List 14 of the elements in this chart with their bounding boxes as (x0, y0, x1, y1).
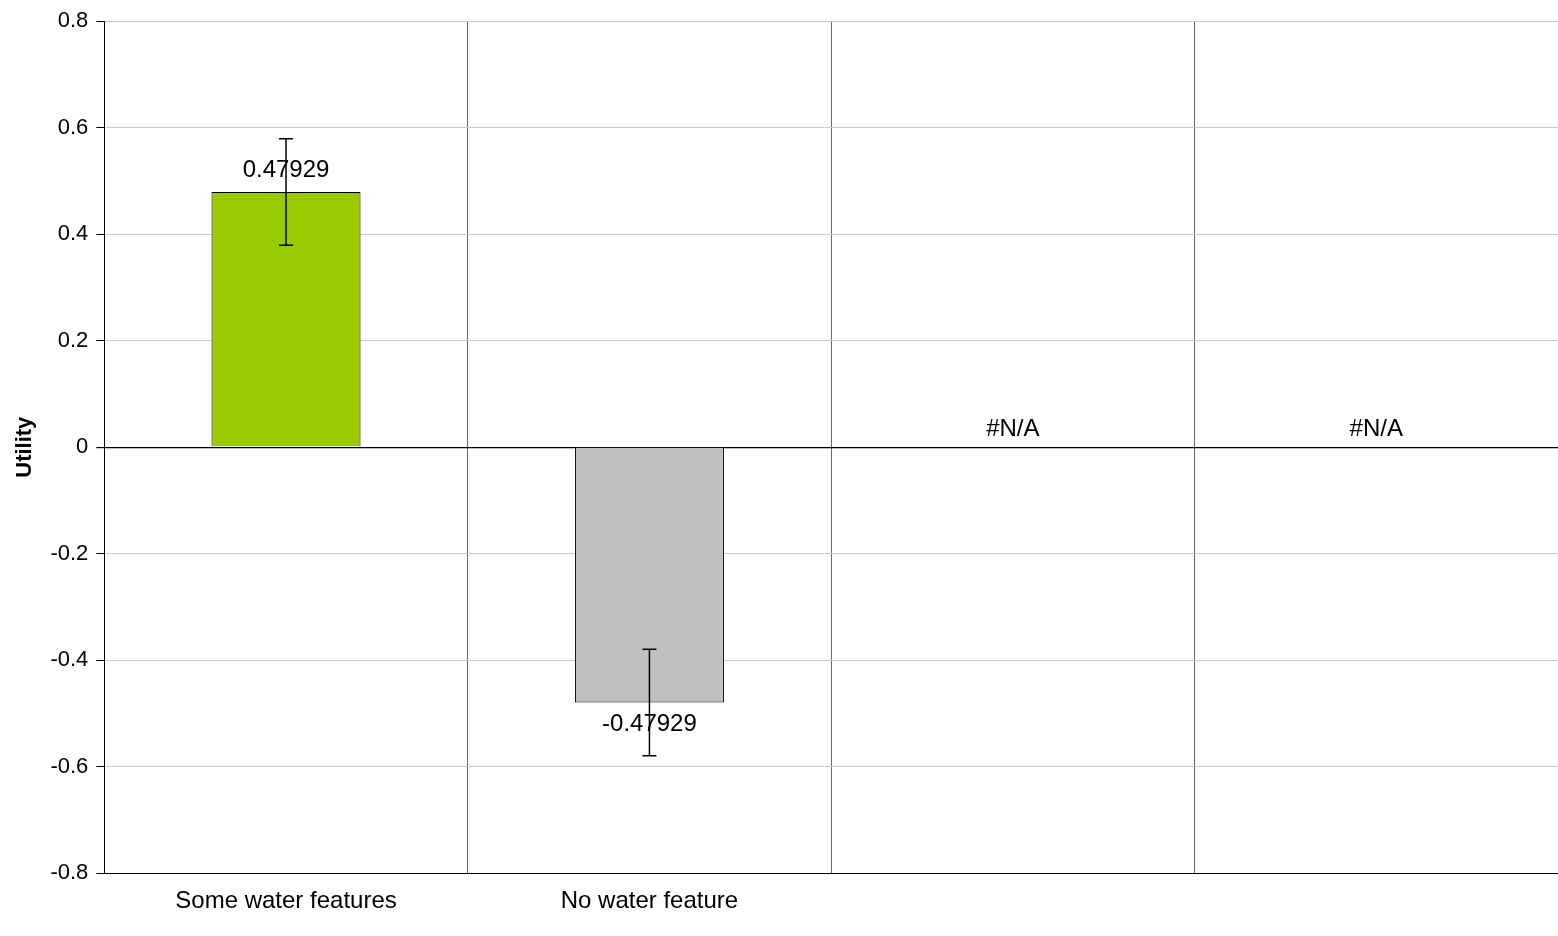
x-tick-label: No water feature (560, 886, 739, 914)
y-tick-label: 0.6 (57, 113, 89, 139)
y-tick-label: -0.8 (50, 859, 89, 885)
x-tick-label: Some water features (175, 886, 397, 914)
y-tick-label: -0.2 (50, 539, 89, 565)
y-tick-label: -0.6 (50, 752, 89, 778)
y-axis-title: Utility (11, 415, 37, 478)
y-tick-label: 0.2 (57, 326, 89, 352)
text: #N/A (1349, 413, 1403, 441)
y-tick-label: -0.4 (50, 646, 89, 672)
text: #N/A (986, 413, 1040, 441)
y-tick-label: 0 (76, 433, 89, 459)
y-tick-label: 0.8 (57, 7, 89, 33)
y-tick-label: 0.4 (57, 220, 89, 246)
